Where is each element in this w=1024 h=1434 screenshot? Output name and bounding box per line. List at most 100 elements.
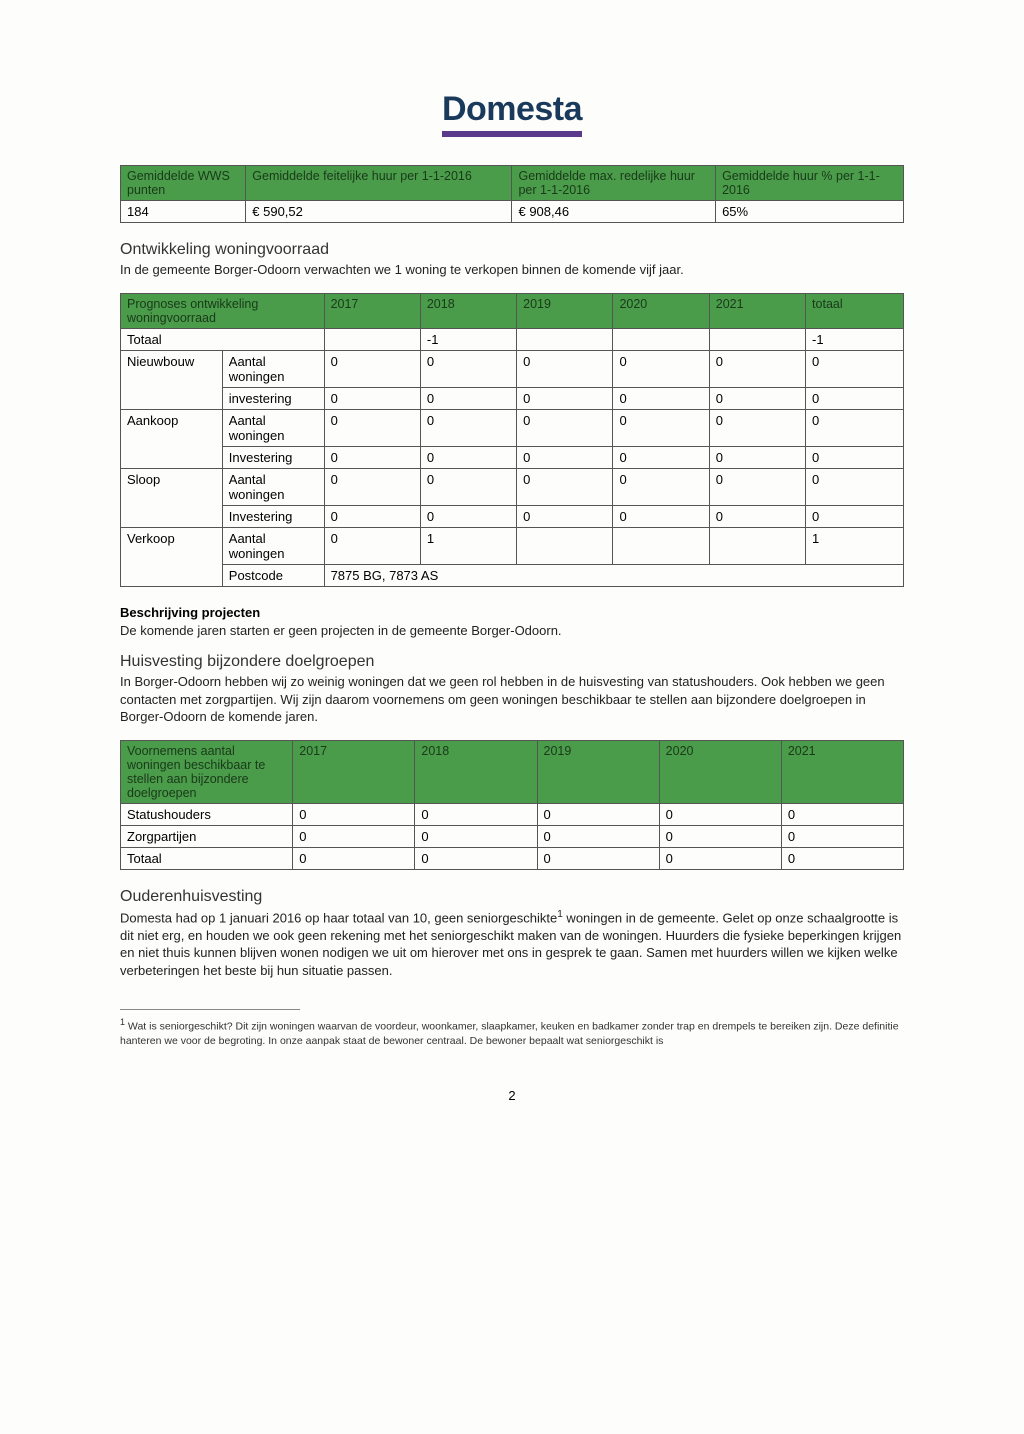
t2-r4-sub: Investering <box>222 446 324 468</box>
t3-r0-v2: 0 <box>537 803 659 825</box>
logo-container: Domesta <box>120 90 904 137</box>
t2-y5: totaal <box>806 293 904 328</box>
t2-r1-v4: 0 <box>709 350 805 387</box>
t3-r0-v3: 0 <box>659 803 781 825</box>
t2-r7-v0: 0 <box>324 527 420 564</box>
logo-text: Domesta <box>442 90 582 137</box>
t2-r3-cat: Aankoop <box>121 409 223 468</box>
t2-y1: 2018 <box>420 293 516 328</box>
t2-r4-v1: 0 <box>420 446 516 468</box>
t2-r2-v4: 0 <box>709 387 805 409</box>
t2-r3-v2: 0 <box>517 409 613 446</box>
t2-r5-v2: 0 <box>517 468 613 505</box>
t2-r5-cat: Sloop <box>121 468 223 527</box>
document-page: Domesta Gemiddelde WWS punten Gemiddelde… <box>0 0 1024 1434</box>
t2-r7-cat: Verkoop <box>121 527 223 586</box>
footnote: 1 Wat is seniorgeschikt? Dit zijn woning… <box>120 1016 904 1048</box>
t2-r6-v2: 0 <box>517 505 613 527</box>
t2-y4: 2021 <box>709 293 805 328</box>
t3-y4: 2021 <box>781 740 903 803</box>
t3-r1-v4: 0 <box>781 825 903 847</box>
t2-r1-v3: 0 <box>613 350 709 387</box>
t2-r4-v2: 0 <box>517 446 613 468</box>
t2-r3-sub: Aantal woningen <box>222 409 324 446</box>
t2-r2-sub: investering <box>222 387 324 409</box>
t3-r1-v2: 0 <box>537 825 659 847</box>
t2-r6-sub: Investering <box>222 505 324 527</box>
t3-r1-v1: 0 <box>415 825 537 847</box>
t2-r8-sub: Postcode <box>222 564 324 586</box>
t3-y3: 2020 <box>659 740 781 803</box>
t2-r7-v3 <box>613 527 709 564</box>
t2-r6-v0: 0 <box>324 505 420 527</box>
t2-r1-v5: 0 <box>806 350 904 387</box>
t2-r2-v2: 0 <box>517 387 613 409</box>
t2-r4-v0: 0 <box>324 446 420 468</box>
table-voornemens: Voornemens aantal woningen beschikbaar t… <box>120 740 904 870</box>
t1-c3: € 908,46 <box>512 201 716 223</box>
intro-ontwikkeling: In de gemeente Borger-Odoorn verwachten … <box>120 261 904 279</box>
footnote-text: Wat is seniorgeschikt? Dit zijn woningen… <box>120 1021 899 1047</box>
heading-huisvesting: Huisvesting bijzondere doelgroepen <box>120 653 904 671</box>
t2-y2: 2019 <box>517 293 613 328</box>
t3-r1-v3: 0 <box>659 825 781 847</box>
t2-r5-v3: 0 <box>613 468 709 505</box>
t2-r7-v2 <box>517 527 613 564</box>
t2-r7-sub: Aantal woningen <box>222 527 324 564</box>
t2-r1-sub: Aantal woningen <box>222 350 324 387</box>
footnote-separator <box>120 1009 300 1010</box>
projecten-text: De komende jaren starten er geen project… <box>120 622 904 640</box>
t2-r3-v3: 0 <box>613 409 709 446</box>
t3-y0: 2017 <box>293 740 415 803</box>
t3-r2-v4: 0 <box>781 847 903 869</box>
t2-hlabel: Prognoses ontwikkeling woningvoorraad <box>121 293 325 328</box>
ouderen-pre: Domesta had op 1 januari 2016 op haar to… <box>120 910 557 925</box>
t3-r2-v1: 0 <box>415 847 537 869</box>
t2-r5-v5: 0 <box>806 468 904 505</box>
t3-r2-l: Totaal <box>121 847 293 869</box>
t3-r0-v4: 0 <box>781 803 903 825</box>
t2-y3: 2020 <box>613 293 709 328</box>
t3-r2-v0: 0 <box>293 847 415 869</box>
t2-r0-v4 <box>709 328 805 350</box>
t2-r6-v4: 0 <box>709 505 805 527</box>
t3-r2-v2: 0 <box>537 847 659 869</box>
t1-h1: Gemiddelde WWS punten <box>121 166 246 201</box>
t2-r0-v1: -1 <box>420 328 516 350</box>
table-gemiddelde: Gemiddelde WWS punten Gemiddelde feiteli… <box>120 165 904 223</box>
t2-r7-v4 <box>709 527 805 564</box>
t1-c1: 184 <box>121 201 246 223</box>
t2-r4-v4: 0 <box>709 446 805 468</box>
t1-c4: 65% <box>716 201 904 223</box>
t2-r0-v0 <box>324 328 420 350</box>
t2-r6-v5: 0 <box>806 505 904 527</box>
t1-c2: € 590,52 <box>246 201 512 223</box>
t1-h3: Gemiddelde max. redelijke huur per 1-1-2… <box>512 166 716 201</box>
t3-r0-v1: 0 <box>415 803 537 825</box>
t3-r1-l: Zorgpartijen <box>121 825 293 847</box>
t2-r8-postcode: 7875 BG, 7873 AS <box>324 564 903 586</box>
t2-y0: 2017 <box>324 293 420 328</box>
t1-h4: Gemiddelde huur % per 1-1-2016 <box>716 166 904 201</box>
heading-ouderen: Ouderenhuisvesting <box>120 888 904 906</box>
text-huisvesting: In Borger-Odoorn hebben wij zo weinig wo… <box>120 673 904 726</box>
projecten-label: Beschrijving projecten <box>120 605 904 620</box>
t2-r4-v3: 0 <box>613 446 709 468</box>
t2-r0-v2 <box>517 328 613 350</box>
t2-r2-v3: 0 <box>613 387 709 409</box>
t2-r1-v2: 0 <box>517 350 613 387</box>
t3-y1: 2018 <box>415 740 537 803</box>
t3-hlabel: Voornemens aantal woningen beschikbaar t… <box>121 740 293 803</box>
t2-r4-v5: 0 <box>806 446 904 468</box>
t2-r5-v1: 0 <box>420 468 516 505</box>
t2-r3-v1: 0 <box>420 409 516 446</box>
heading-ontwikkeling: Ontwikkeling woningvoorraad <box>120 241 904 259</box>
t2-r1-v1: 0 <box>420 350 516 387</box>
t2-r3-v4: 0 <box>709 409 805 446</box>
t2-r1-v0: 0 <box>324 350 420 387</box>
t2-r0-cat: Totaal <box>121 328 325 350</box>
t3-r1-v0: 0 <box>293 825 415 847</box>
table-prognoses: Prognoses ontwikkeling woningvoorraad 20… <box>120 293 904 587</box>
t2-r5-v4: 0 <box>709 468 805 505</box>
t2-r3-v5: 0 <box>806 409 904 446</box>
